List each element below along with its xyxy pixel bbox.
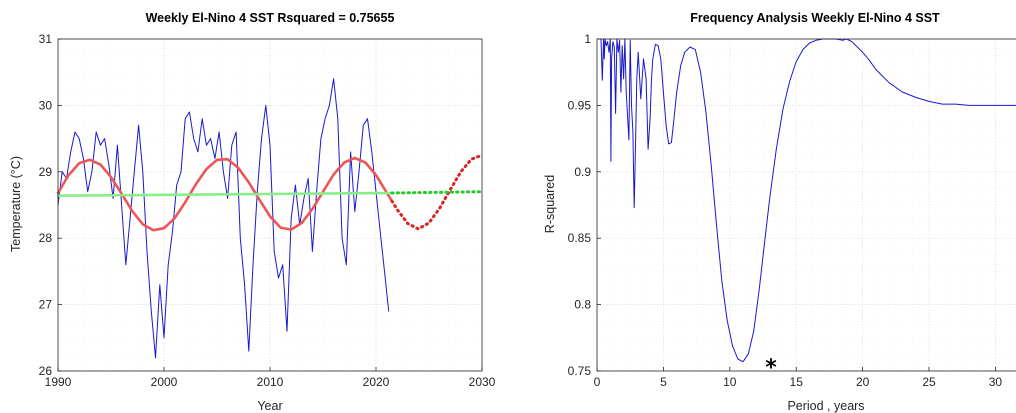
plot-frame [57,38,483,372]
series-line-2 [390,153,484,231]
x-tick-label: 2000 [151,375,178,389]
minimum-marker: * [765,356,777,381]
series-line-4 [390,190,484,195]
x-tick-label: 2020 [363,375,390,389]
y-tick-label: 30 [39,98,53,112]
y-tick-label: 0.9 [574,165,591,179]
series-line-3 [56,191,394,197]
y-tick-label: 0.95 [568,98,592,112]
series-line-0 [57,78,390,359]
x-tick-label: 0 [594,375,601,389]
plot-frame [596,38,1016,372]
chart-title: Frequency Analysis Weekly El-Nino 4 SST [690,11,940,25]
x-axis-label: Period , years [787,399,864,413]
x-tick-label: 15 [790,375,804,389]
temperature-chart: Weekly El-Nino 4 SST Rsquared = 0.75655 … [9,11,496,413]
x-tick-label: 5 [660,375,667,389]
y-tick-label: 28 [39,231,53,245]
x-axis-label: Year [257,399,282,413]
y-tick-label: 27 [39,298,53,312]
x-tick-label: 25 [922,375,936,389]
series [56,78,484,359]
tick-labels: 0 5 10 15 20 25 30 0.75 0.8 0.85 0.9 0.95 1 [568,32,1003,389]
x-tick-label: 2030 [469,375,496,389]
minimum-marker: * [765,356,777,381]
x-tick-label: 30 [989,375,1003,389]
grid [596,38,1016,372]
frequency-chart: Frequency Analysis Weekly El-Nino 4 SST … [543,11,1016,413]
y-tick-label: 31 [39,32,53,46]
x-tick-label: 20 [856,375,870,389]
y-tick-label: 0.8 [574,298,591,312]
y-tick-label: 1 [584,32,591,46]
x-tick-label: 2010 [257,375,284,389]
tick-labels: 1990 2000 2010 2020 2030 26 27 28 29 30 31 [39,32,496,389]
y-tick-label: 0.85 [568,231,592,245]
series-line-0 [600,38,1016,363]
y-tick-label: 0.75 [568,364,592,378]
y-axis-label: Temperature (°C) [9,156,23,252]
y-tick-label: 29 [39,165,53,179]
x-tick-label: 1990 [45,375,72,389]
y-axis-label: R-squared [543,175,557,233]
y-tick-label: 26 [39,364,53,378]
chart-title: Weekly El-Nino 4 SST Rsquared = 0.75655 [146,11,395,25]
series-line-1 [56,156,394,232]
series [600,38,1016,363]
x-tick-label: 10 [723,375,737,389]
